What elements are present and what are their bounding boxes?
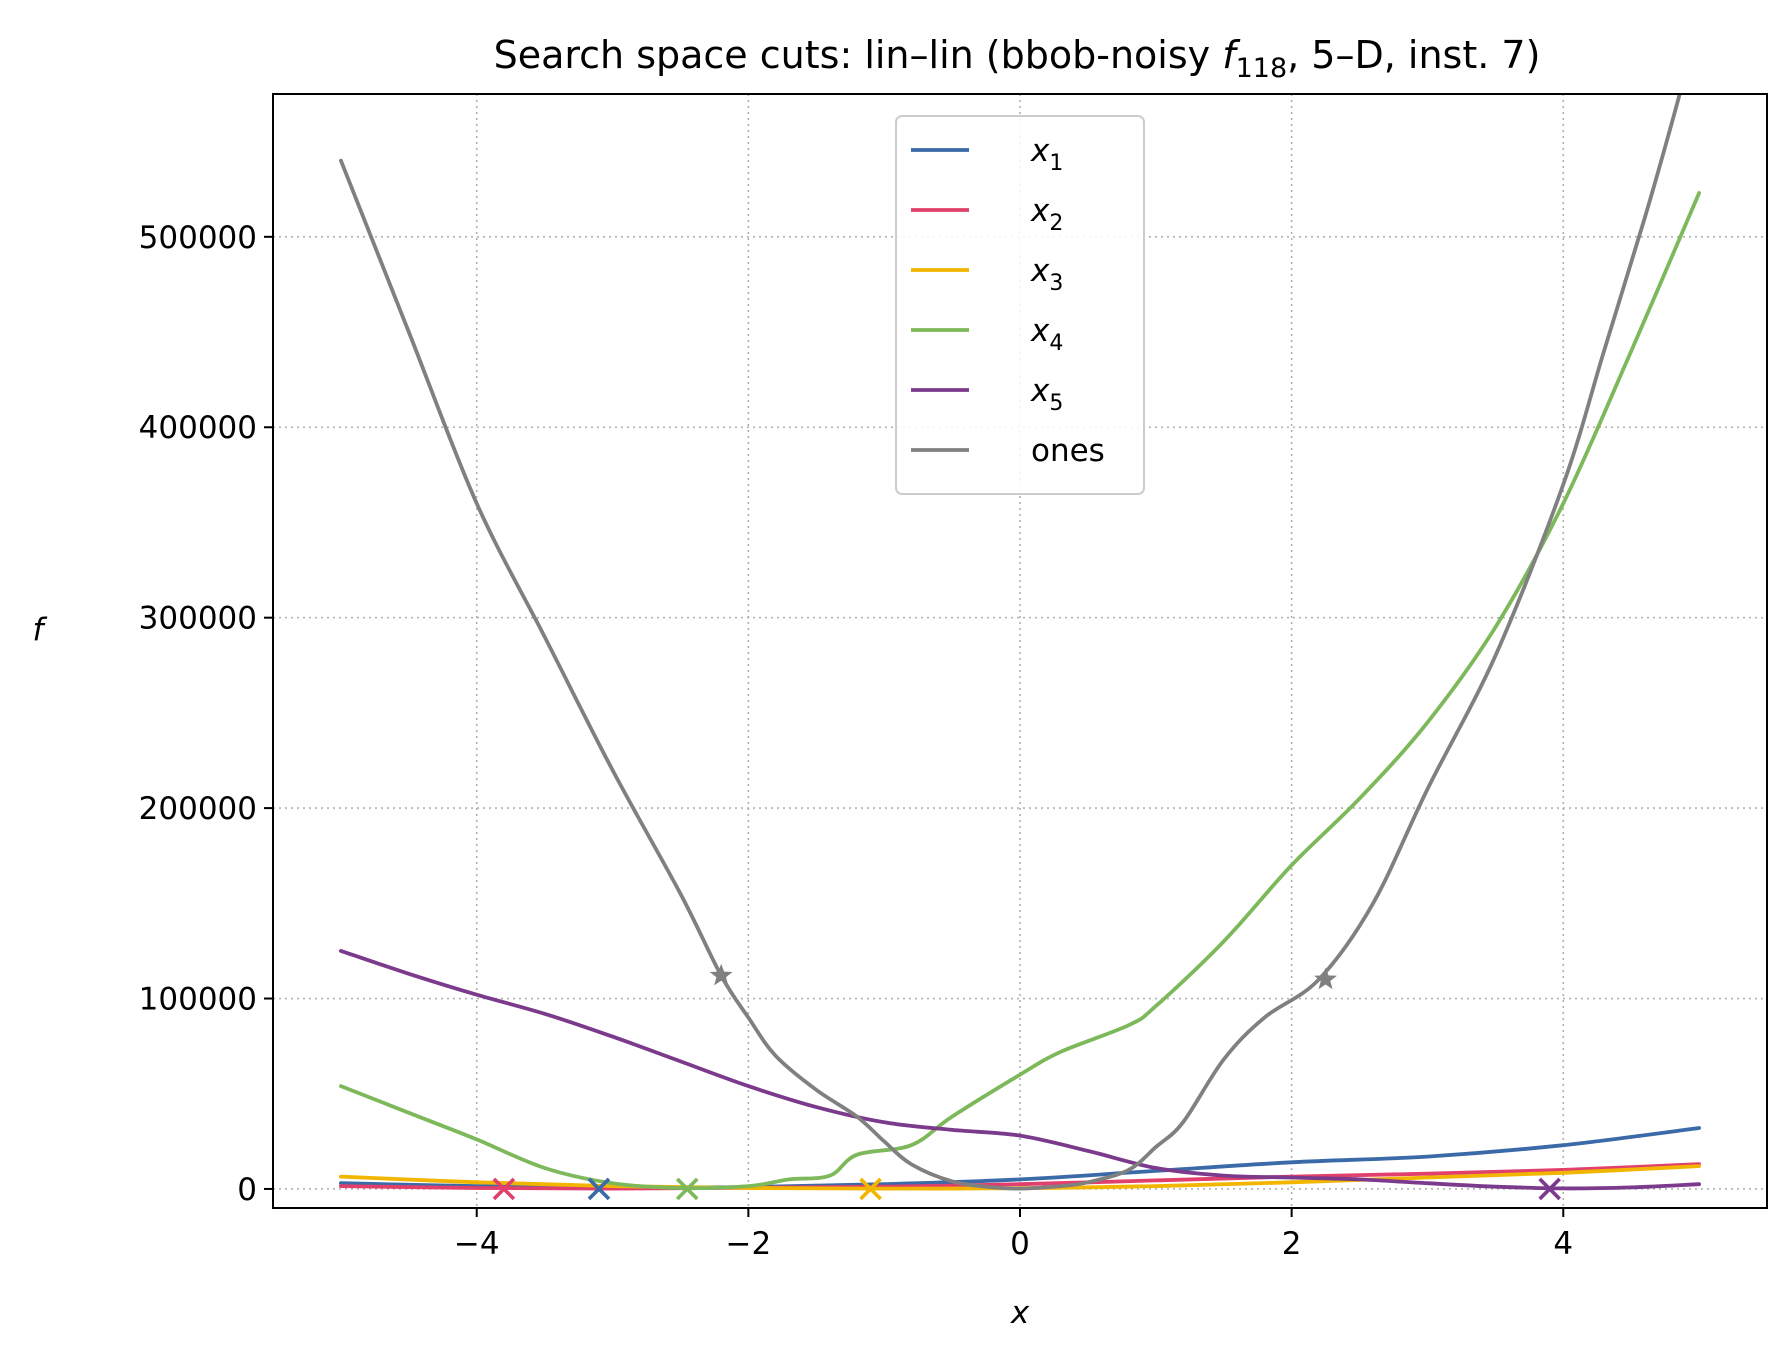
star-marker-ones [1314, 967, 1337, 990]
x-marker-x1 [587, 1177, 611, 1201]
legend-label-x4: x4 [1030, 313, 1063, 356]
legend-item-x5: x5 [911, 373, 1063, 416]
x-axis-label: x [1010, 1295, 1030, 1331]
legend-item-x2: x2 [911, 193, 1063, 236]
x-marker-x5 [1538, 1177, 1561, 1201]
chart-title-sub: 118 [1236, 53, 1288, 84]
y-tick-label: 0 [237, 1172, 257, 1208]
legend-item-ones: ones [911, 433, 1105, 469]
x-tick-label: −4 [454, 1226, 500, 1262]
legend-label-x3: x3 [1030, 253, 1063, 296]
x-tick-label: −2 [726, 1226, 772, 1262]
legend-item-x3: x3 [911, 253, 1063, 296]
y-tick-label: 300000 [139, 601, 257, 637]
x-tick-label: 2 [1282, 1226, 1302, 1262]
legend-item-x4: x4 [911, 313, 1063, 356]
series-lines [339, 94, 1701, 1191]
x-tick-label: 4 [1553, 1226, 1573, 1262]
series-line-x2 [339, 1162, 1701, 1191]
legend-label-x5: x5 [1030, 373, 1063, 416]
x-marker-x3 [859, 1177, 882, 1201]
legend-box [895, 115, 1145, 495]
legend-label-x1: x1 [1030, 133, 1063, 176]
legend-items: x1 x2 x3 x4 x5 ones [911, 133, 1105, 469]
series-line-x4 [339, 191, 1701, 1191]
x-marker-x2 [492, 1177, 516, 1201]
y-tick-label: 400000 [139, 410, 257, 446]
series-line-ones [339, 94, 1682, 1191]
y-tick-label: 500000 [139, 220, 257, 256]
chart-title: Search space cuts: lin–lin (bbob-noisy f… [494, 33, 1541, 84]
x-tick-label: 0 [1010, 1226, 1030, 1262]
x-marker-x4 [675, 1177, 699, 1201]
star-marker-ones [709, 963, 733, 986]
legend-label-ones: ones [1031, 433, 1105, 469]
axis-ticks: −4 −2 0 2 4 0 100000 200000 300000 400000 500000 [139, 220, 1573, 1262]
legend-label-x2: x2 [1030, 193, 1063, 236]
y-tick-label: 100000 [139, 982, 257, 1018]
series-markers [492, 963, 1561, 1201]
chart-title-post: , 5–D, inst. 7) [1287, 33, 1540, 77]
chart-title-pre: Search space cuts: lin–lin (bbob-noisy [494, 33, 1223, 77]
legend-item-x1: x1 [911, 133, 1063, 176]
series-line-x5 [339, 949, 1701, 1191]
y-tick-label: 200000 [139, 791, 257, 827]
legend: x1 x2 x3 x4 x5 ones [895, 115, 1145, 495]
